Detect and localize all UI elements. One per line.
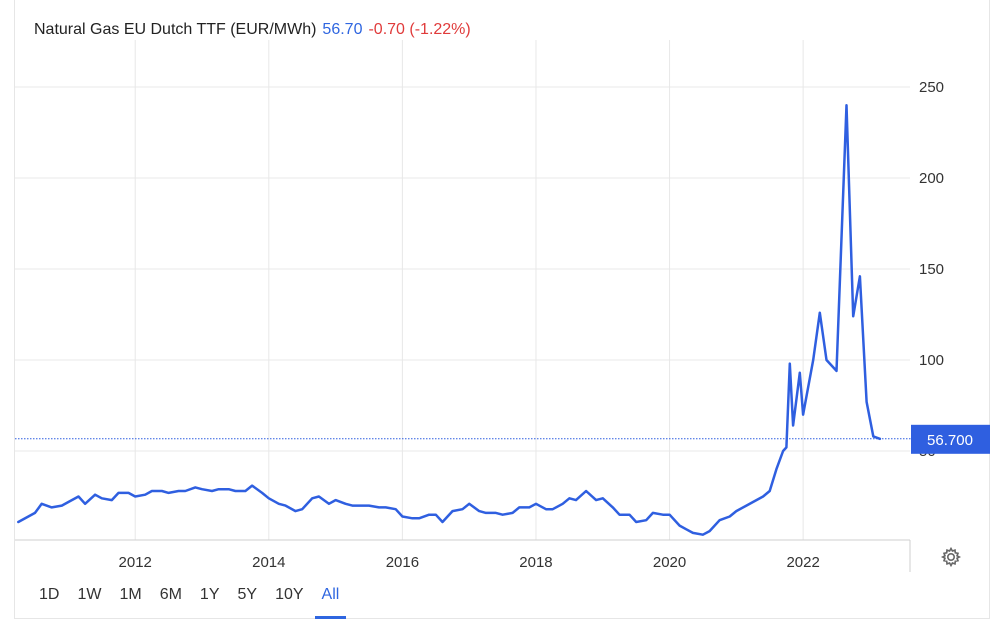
y-tick-label: 200 (919, 170, 944, 187)
y-tick-label: 150 (919, 261, 944, 278)
range-all[interactable]: All (313, 578, 349, 619)
gear-icon[interactable] (940, 546, 962, 568)
last-price: 56.70 (322, 21, 363, 38)
range-5y[interactable]: 5Y (237, 586, 258, 603)
x-tick-label: 2022 (786, 554, 819, 571)
y-axis: 50100150200250 (919, 79, 944, 460)
current-price-box (911, 424, 990, 454)
range-6m[interactable]: 6M (159, 586, 182, 603)
range-selector: 1D 1W 1M 6M 1Y 5Y 10Y All (30, 578, 349, 619)
current-price-label: 56.700 (927, 432, 973, 449)
range-1w[interactable]: 1W (77, 586, 102, 603)
x-tick-label: 2016 (386, 554, 419, 571)
range-1d[interactable]: 1D (39, 586, 60, 603)
range-1m[interactable]: 1M (119, 586, 142, 603)
x-tick-label: 2014 (252, 554, 285, 571)
chart-header: Natural Gas EU Dutch TTF (EUR/MWh) 56.70-… (34, 21, 471, 39)
reference-layer: 56.700 (15, 424, 990, 454)
x-axis: 2012 2014 2016 2018 2020 2022 (15, 539, 911, 572)
x-tick-label: 2012 (119, 554, 152, 571)
range-1y[interactable]: 1Y (199, 586, 220, 603)
price-change: -0.70 (-1.22%) (368, 21, 471, 38)
x-tick-label: 2020 (653, 554, 686, 571)
x-tick-label: 2018 (519, 554, 552, 571)
chart-frame (14, 0, 990, 619)
series-layer (17, 103, 882, 536)
price-line (17, 103, 882, 536)
y-tick-label: 100 (919, 352, 944, 369)
grid-lines (15, 40, 910, 540)
y-tick-label: 250 (919, 79, 944, 96)
instrument-title: Natural Gas EU Dutch TTF (EUR/MWh) (34, 21, 317, 38)
range-10y[interactable]: 10Y (275, 586, 304, 603)
